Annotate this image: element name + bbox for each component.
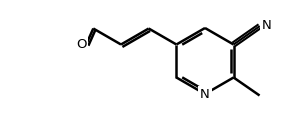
Text: N: N — [200, 88, 210, 101]
Text: O: O — [76, 38, 86, 51]
Text: N: N — [262, 19, 272, 32]
